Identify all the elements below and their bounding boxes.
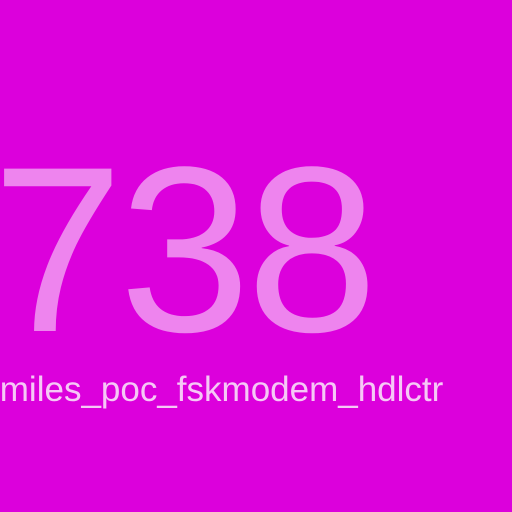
tile-number: 738 (0, 118, 378, 382)
tile-caption: lmiles_poc_fskmodem_hdlctr (0, 370, 444, 409)
